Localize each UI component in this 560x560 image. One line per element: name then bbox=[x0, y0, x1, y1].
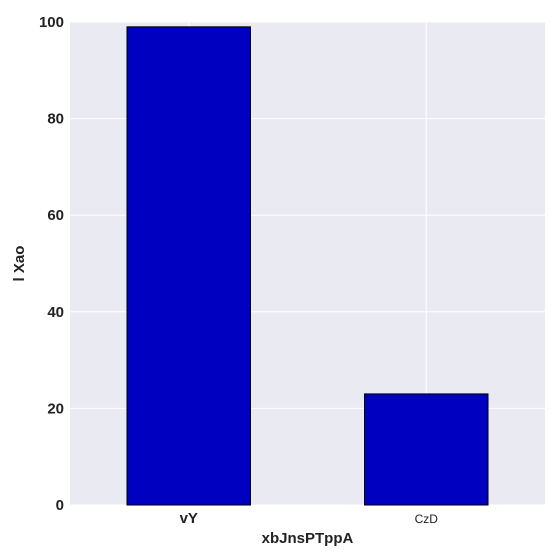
bar-czd bbox=[364, 393, 489, 506]
y-tick-label: 80 bbox=[47, 111, 64, 128]
y-tick-label: 60 bbox=[47, 207, 64, 224]
y-tick-label: 0 bbox=[56, 497, 64, 514]
y-tick-label: 100 bbox=[39, 14, 64, 31]
x-tick-label: CzD bbox=[415, 512, 439, 526]
x-tick-label: vY bbox=[180, 510, 198, 527]
y-tick-labels: 0 20 40 60 80 100 bbox=[39, 14, 64, 514]
bars bbox=[126, 26, 489, 506]
y-tick-label: 40 bbox=[47, 304, 64, 321]
x-tick-labels: vY CzD bbox=[180, 510, 439, 527]
y-axis-label: l Xao bbox=[11, 246, 28, 282]
y-tick-label: 20 bbox=[47, 400, 64, 417]
bar-vy bbox=[126, 26, 251, 506]
x-axis-label: xbJnsPTppA bbox=[262, 530, 354, 547]
